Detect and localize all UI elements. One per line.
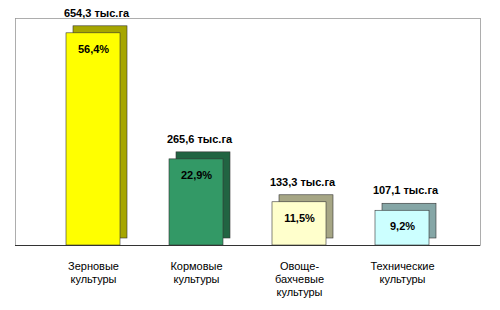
svg-text:Кормовыекультуры: Кормовыекультуры [170,260,222,285]
svg-text:Овоще-бахчевыекультуры: Овоще-бахчевыекультуры [275,260,324,297]
svg-text:107,1 тыс.га: 107,1 тыс.га [373,184,439,196]
svg-text:11,5%: 11,5% [284,212,315,224]
svg-text:9,2%: 9,2% [390,220,415,232]
svg-text:Техническиекультуры: Техническиекультуры [370,260,434,285]
svg-text:265,6 тыс.га: 265,6 тыс.га [167,133,233,145]
svg-text:133,3 тыс.га: 133,3 тыс.га [270,176,336,188]
svg-text:22,9%: 22,9% [181,169,212,181]
svg-text:654,3 тыс.га: 654,3 тыс.га [64,7,130,19]
svg-text:56,4%: 56,4% [78,43,109,55]
svg-text:Зерновыекультуры: Зерновыекультуры [68,260,119,285]
